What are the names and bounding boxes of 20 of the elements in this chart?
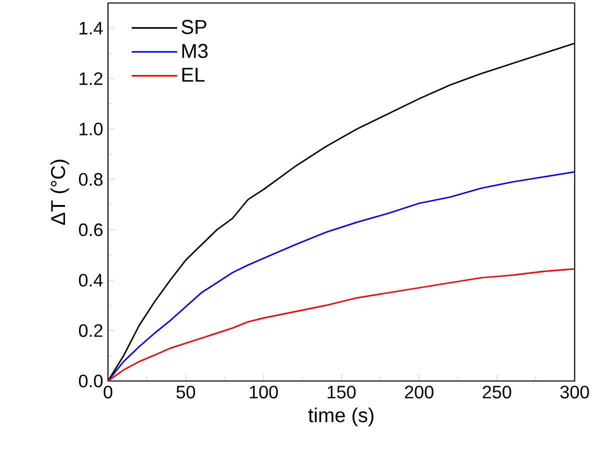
y-tick-label: 0.6 (78, 223, 102, 236)
y-axis-title: ΔT (°C) (50, 160, 70, 225)
x-tick-label: 100 (250, 386, 278, 398)
x-tick-label: 50 (176, 386, 196, 398)
y-tick-label: 1.4 (80, 22, 103, 34)
legend-label: M3 (182, 44, 208, 58)
x-tick-label: 0 (104, 386, 112, 398)
legend-label: SP (182, 20, 206, 34)
y-tick-label: 0.2 (78, 324, 102, 337)
x-tick-label: 150 (328, 386, 356, 398)
x-tick-label: 300 (560, 386, 589, 398)
x-tick-label: 200 (404, 386, 434, 398)
x-tick-label: 250 (482, 386, 512, 398)
y-tick-label: 0.4 (78, 274, 103, 287)
y-tick-label: 1.0 (80, 122, 103, 136)
y-tick-label: 1.2 (80, 72, 102, 85)
y-tick-label: 0.0 (78, 374, 103, 388)
legend-label: EL (182, 68, 205, 82)
x-axis-title: time (s) (308, 408, 374, 426)
y-tick-label: 0.8 (78, 173, 102, 186)
